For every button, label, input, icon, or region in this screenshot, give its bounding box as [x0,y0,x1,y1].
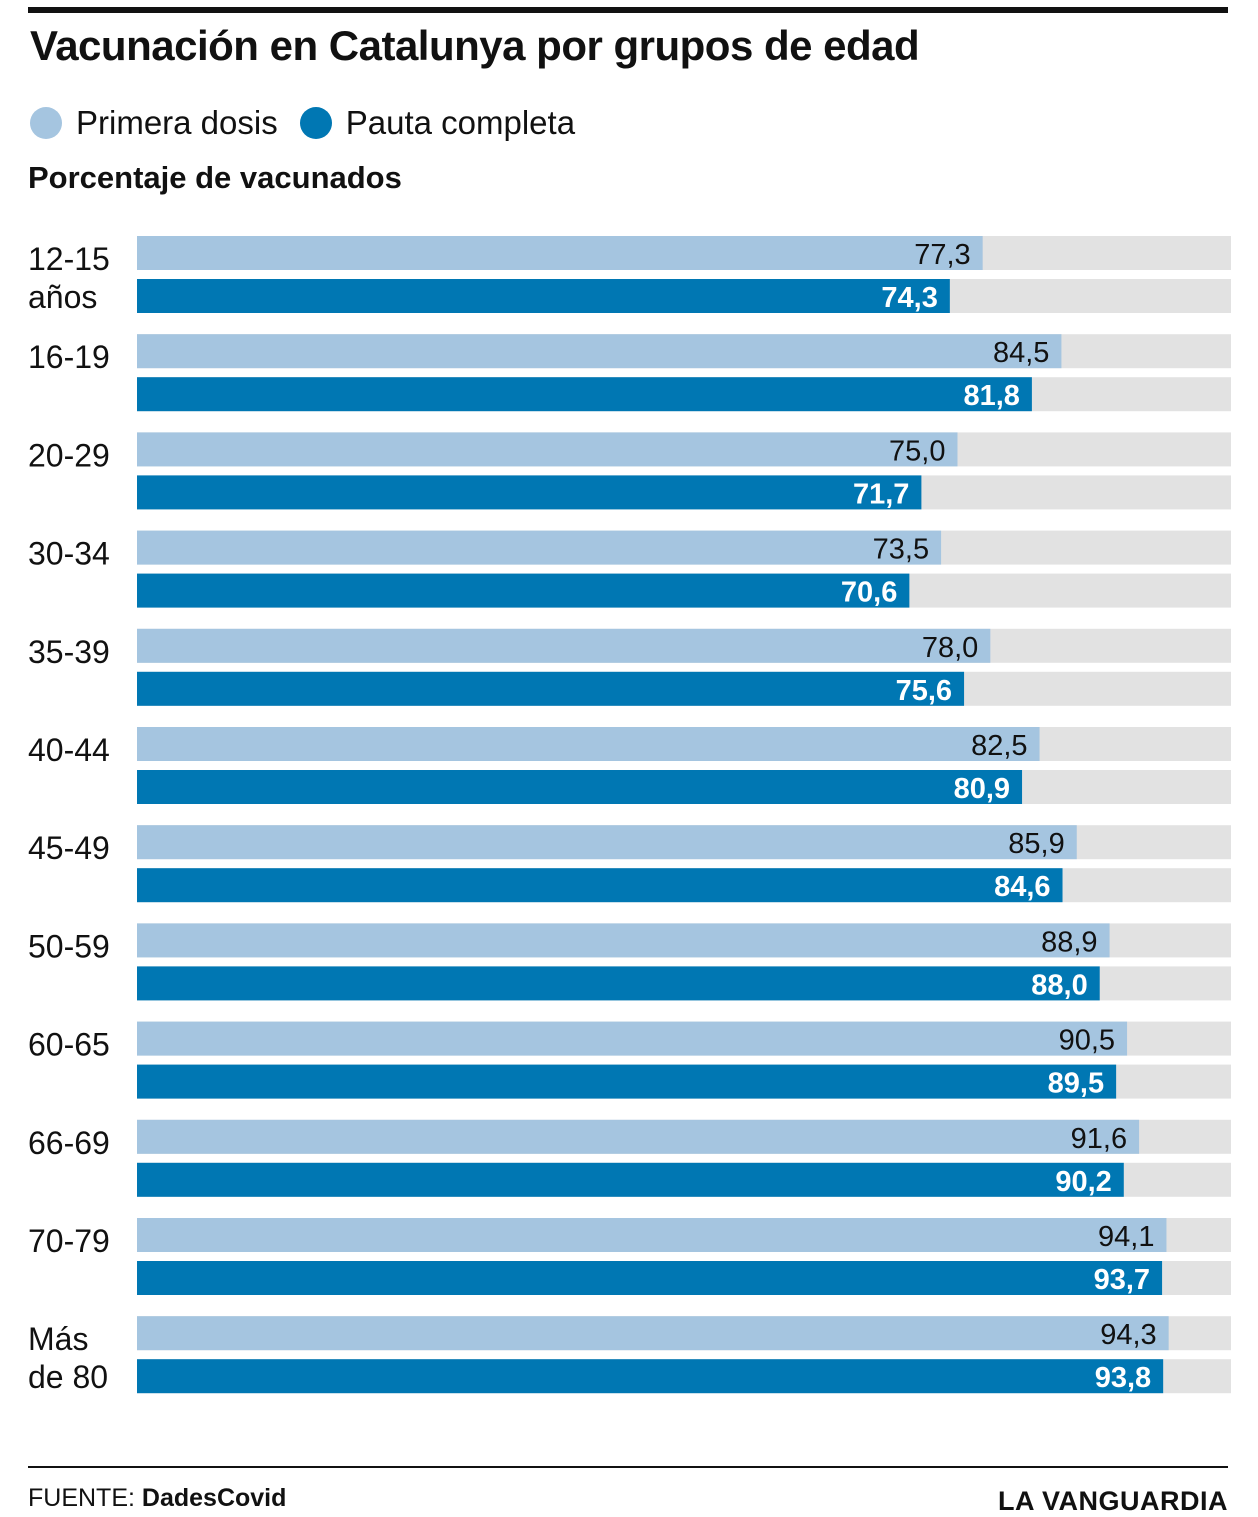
bar-primera-dosis [137,628,991,663]
category-label: 40-44 [28,732,110,768]
category-label: 35-39 [28,634,110,670]
data-label: 94,3 [1100,1319,1156,1351]
data-label: 80,9 [954,773,1010,805]
category-label: años [28,279,97,315]
data-label: 73,5 [873,534,929,566]
data-label: 88,0 [1031,969,1087,1001]
bar-primera-dosis [137,825,1077,860]
category-label: 70-79 [28,1223,110,1259]
bar-pauta-completa [137,1162,1124,1197]
bar-primera-dosis [137,432,958,467]
data-label: 75,6 [896,675,952,707]
bar-primera-dosis [137,334,1062,369]
brand-logo: LA VANGUARDIA [998,1486,1228,1516]
category-label: 30-34 [28,536,110,572]
legend-label-first-dose: Primera dosis [76,104,278,141]
legend-swatch-full [299,107,332,139]
category-label: 45-49 [28,830,110,866]
category-label: Más [28,1321,88,1357]
category-label: de 80 [28,1359,108,1395]
chart-title: Vacunación en Catalunya por grupos de ed… [30,22,920,69]
data-label: 90,2 [1055,1166,1111,1198]
data-label: 94,1 [1098,1221,1154,1253]
source-line: FUENTE: DadesCovid [28,1484,286,1513]
data-label: 75,0 [889,435,945,467]
category-label: 66-69 [28,1125,110,1161]
bar-pauta-completa [137,1064,1117,1099]
source-prefix: FUENTE: [28,1484,135,1512]
bar-pauta-completa [137,770,1023,804]
bar-primera-dosis [137,1316,1169,1351]
data-label: 77,3 [914,239,970,271]
bar-primera-dosis [137,923,1110,958]
data-label: 85,9 [1008,828,1064,860]
bar-pauta-completa [137,279,950,313]
category-label: 60-65 [28,1027,110,1063]
data-label: 89,5 [1048,1068,1104,1100]
data-label: 82,5 [971,730,1027,762]
category-label: 50-59 [28,928,110,964]
legend-swatch-first-dose [30,107,62,139]
bar-pauta-completa [137,1359,1164,1394]
data-label: 90,5 [1059,1025,1115,1057]
bar-pauta-completa [137,868,1063,903]
bar-pauta-completa [137,475,922,510]
data-label: 91,6 [1071,1123,1127,1155]
data-label: 81,8 [963,380,1019,412]
bar-primera-dosis [137,1218,1167,1252]
legend-item-first-dose: Primera dosis [30,104,278,142]
top-rule [28,7,1228,13]
bar-primera-dosis [137,1119,1140,1154]
bottom-rule [28,1466,1228,1468]
legend-label-full: Pauta completa [345,104,576,141]
data-label: 74,3 [881,282,937,314]
data-label: 78,0 [922,632,978,664]
data-label: 93,7 [1094,1264,1150,1296]
chart-subtitle: Porcentaje de vacunados [28,160,402,195]
bar-primera-dosis [137,236,983,270]
bar-pauta-completa [137,377,1032,412]
category-label: 16-19 [28,339,110,375]
bar-pauta-completa [137,573,910,608]
bar-primera-dosis [137,727,1040,761]
bar-pauta-completa [137,966,1100,1001]
legend: Primera dosis Pauta completa [30,104,597,142]
legend-item-full: Pauta completa [299,104,576,142]
data-label: 84,5 [993,337,1049,369]
bar-pauta-completa [137,1261,1163,1295]
category-label: 20-29 [28,437,110,473]
data-label: 71,7 [853,478,909,510]
bar-pauta-completa [137,671,965,706]
data-label: 70,6 [841,577,897,609]
data-label: 93,8 [1095,1362,1151,1394]
bar-primera-dosis [137,530,942,565]
category-label: 12-15 [28,241,110,277]
data-label: 84,6 [994,871,1050,903]
source-name: DadesCovid [141,1484,287,1512]
bar-primera-dosis [137,1021,1128,1056]
data-label: 88,9 [1041,926,1097,958]
